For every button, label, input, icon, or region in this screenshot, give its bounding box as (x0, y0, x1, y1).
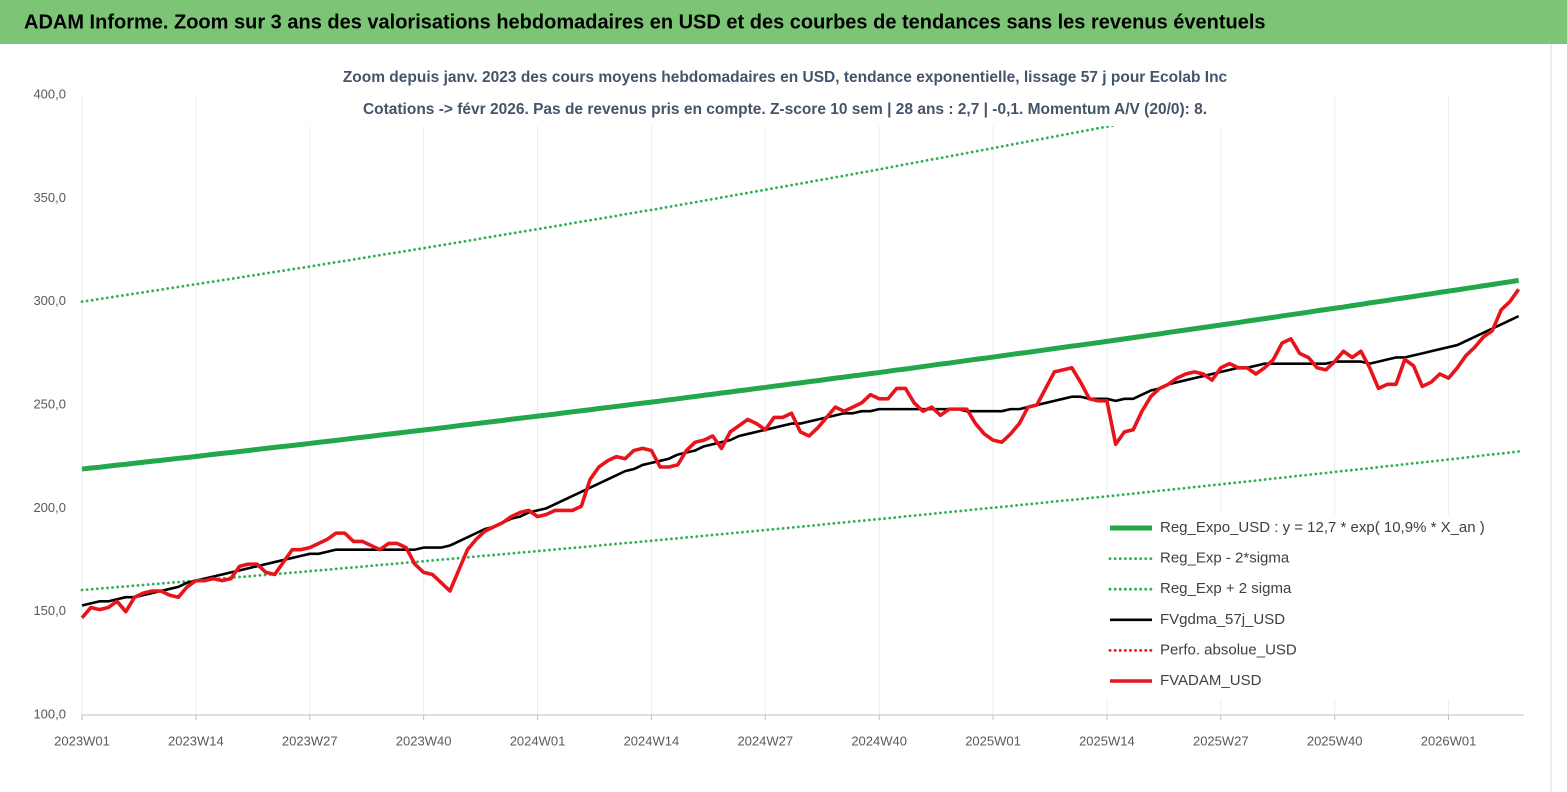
x-tick-label: 2024W01 (510, 733, 566, 748)
x-tick-label: 2026W01 (1421, 733, 1477, 748)
y-tick-label: 300,0 (33, 293, 66, 308)
y-tick-label: 200,0 (33, 500, 66, 515)
series-line (81, 277, 1520, 472)
x-tick-label: 2025W14 (1079, 733, 1135, 748)
series-line (80, 288, 1521, 620)
legend-label: Perfo. absolue_USD (1160, 641, 1297, 658)
header-title: ADAM Informe. Zoom sur 3 ans des valoris… (24, 11, 1266, 33)
x-tick-label: 2025W27 (1193, 733, 1249, 748)
title-background (282, 62, 1290, 126)
chart-title: Zoom depuis janv. 2023 des cours moyens … (343, 69, 1228, 86)
x-tick-label: 2024W40 (851, 733, 907, 748)
y-tick-label: 100,0 (33, 706, 66, 721)
axes: 100,0 150,0 200,0 250,0 300,0 350,0 400,0 2023W… (33, 86, 1524, 748)
x-tick-label: 2023W40 (396, 733, 452, 748)
legend-background (1104, 514, 1524, 700)
legend-label: Reg_Exp - 2*sigma (1160, 550, 1290, 567)
y-tick-label: 250,0 (33, 396, 66, 411)
x-tick-label: 2024W14 (624, 733, 680, 748)
series-line (80, 93, 1284, 304)
x-tick-label: 2023W14 (168, 733, 224, 748)
legend: Reg_Expo_USD : y = 12,7 * exp( 10,9% * X… (1104, 514, 1524, 700)
x-tick-label: 2023W01 (54, 733, 110, 748)
x-tick-label: 2023W27 (282, 733, 338, 748)
x-tick-label: 2025W01 (965, 733, 1021, 748)
legend-label: Reg_Expo_USD : y = 12,7 * exp( 10,9% * X… (1160, 519, 1485, 536)
legend-label: Reg_Exp + 2 sigma (1160, 580, 1292, 597)
series-line (81, 314, 1520, 607)
y-tick-label: 150,0 (33, 603, 66, 618)
series-line (80, 450, 1521, 592)
legend-label: FVADAM_USD (1160, 672, 1262, 689)
y-tick-label: 400,0 (33, 86, 66, 101)
chart-subtitle: Cotations -> févr 2026. Pas de revenus p… (363, 101, 1207, 118)
x-tick-label: 2025W40 (1307, 733, 1363, 748)
y-tick-label: 350,0 (33, 190, 66, 205)
x-tick-label: 2024W27 (737, 733, 793, 748)
header-bar (0, 0, 1567, 44)
legend-label: FVgdma_57j_USD (1160, 611, 1285, 628)
plot-area (80, 93, 1521, 620)
